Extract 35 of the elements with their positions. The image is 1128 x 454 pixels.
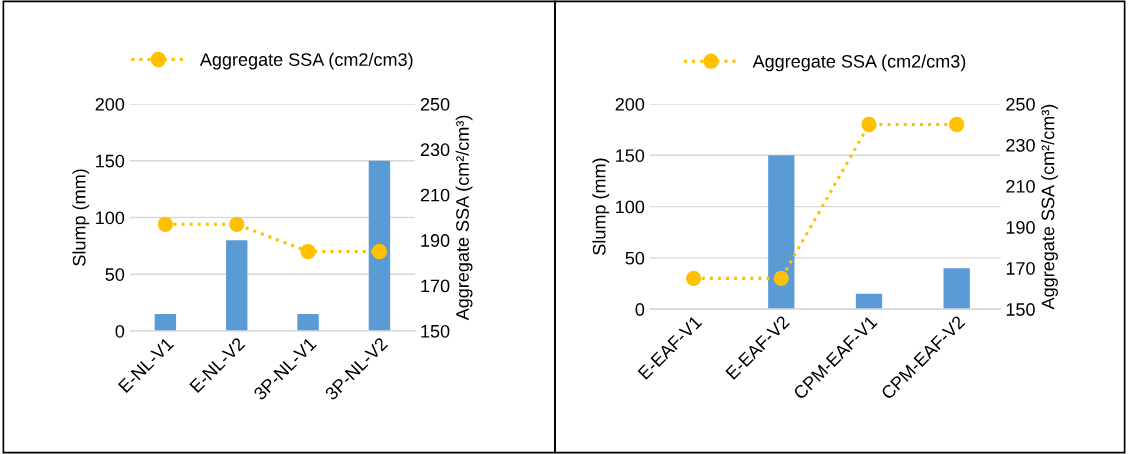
y-tick-label: 150 (96, 154, 125, 168)
y2-tick-label: 250 (420, 97, 450, 111)
y-tick-label: 200 (95, 97, 125, 111)
y-tick-label: 0 (115, 324, 125, 338)
y2-tick-label: 230 (420, 143, 450, 157)
y-tick-label: 100 (96, 211, 125, 225)
y2-tick-label: 230 (1006, 138, 1035, 152)
bar (855, 293, 883, 310)
y-tick-label: 50 (625, 251, 645, 265)
y-axis-title: Slump (mm) (592, 158, 610, 255)
y-tick-label: 50 (105, 268, 125, 281)
y-tick-label: 150 (616, 149, 645, 162)
y2-tick-label: 170 (1006, 262, 1035, 275)
bar (297, 313, 319, 331)
bar (943, 268, 970, 310)
bar (368, 160, 391, 331)
y-tick-label: 0 (635, 303, 645, 316)
y2-tick-label: 150 (421, 324, 450, 338)
y2-tick-label: 190 (421, 234, 450, 247)
y2-tick-label: 210 (1006, 179, 1035, 193)
bar (154, 313, 177, 331)
legend-label: Aggregate SSA (cm2/cm3) (752, 54, 966, 72)
y2-tick-label: 150 (1006, 303, 1035, 316)
y2-axis-title: Aggregate SSA (cm²/cm³) (455, 115, 473, 321)
y-axis-title: Slump (mm) (72, 169, 90, 266)
bar (226, 240, 248, 331)
y2-axis-title: Aggregate SSA (cm²/cm³) (1041, 104, 1058, 310)
y-tick-label: 200 (615, 97, 645, 111)
y-tick-label: 100 (616, 200, 645, 214)
y2-tick-label: 210 (420, 188, 450, 202)
y2-tick-label: 250 (1006, 97, 1035, 111)
legend-label: Aggregate SSA (cm2/cm3) (199, 52, 413, 70)
y2-tick-label: 190 (1006, 221, 1035, 234)
bar (768, 155, 795, 310)
y2-tick-label: 170 (421, 279, 450, 293)
